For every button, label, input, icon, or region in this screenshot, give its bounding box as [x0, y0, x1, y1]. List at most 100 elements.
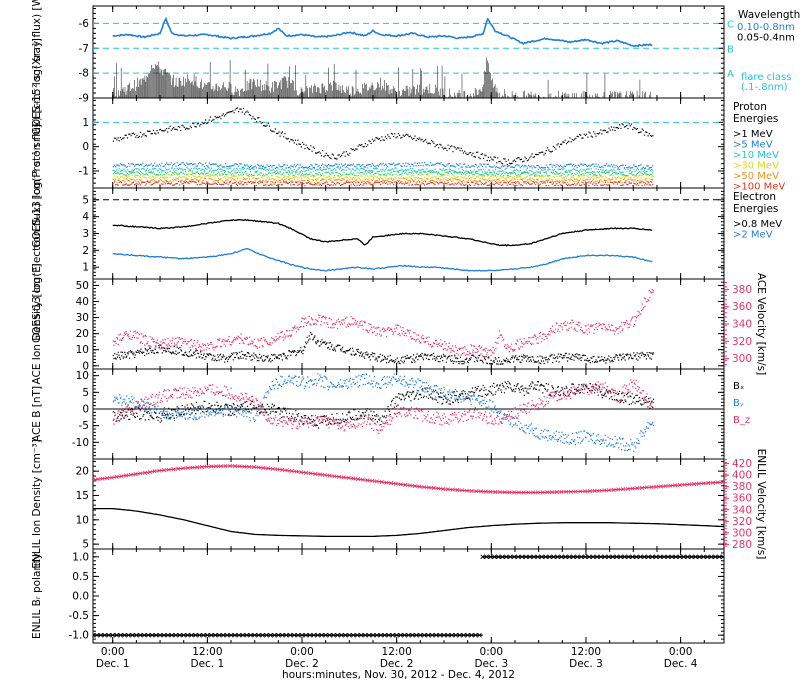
series-group	[112, 107, 654, 187]
y-tick-label: 4	[82, 211, 89, 223]
y-tick-label: 3	[82, 228, 89, 240]
legend-title: Energies	[733, 203, 778, 215]
series-black	[112, 218, 653, 247]
x-tick-time: 12:00	[192, 646, 222, 658]
y-axis-label: GOES-13 log(Proton flux) [cm⁻² s⁻¹ sr⁻¹]	[31, 38, 43, 248]
y-tick-label: 30	[76, 312, 89, 324]
y-tick-label: 10	[76, 344, 89, 356]
y-right-axis-label: ENLIL Velocity [km/s]	[755, 449, 767, 560]
panel-frame	[92, 548, 725, 644]
y-axis-label: ENLIL Bᵣ polarity	[31, 553, 43, 639]
x-tick-day: Dec. 3	[474, 658, 508, 670]
y-tick-label: -5	[79, 420, 89, 432]
y-tick-label: -10	[72, 437, 89, 449]
y-right-tick-label: 340	[732, 319, 752, 331]
flare-class-label: B	[727, 44, 734, 55]
y-right-tick-label: 300	[732, 353, 752, 365]
legend-entry: B_z	[733, 415, 750, 426]
y-right-tick-label: 360	[732, 301, 752, 313]
series-orange	[112, 177, 654, 184]
x-tick-day: Dec. 3	[569, 658, 603, 670]
legend-footer: flare class	[741, 72, 791, 83]
y-axis-label: GOES-13 log(Electron flux) [cm⁻² s⁻¹ sr⁻…	[31, 124, 43, 343]
y-right-tick-label: 380	[732, 284, 752, 296]
y-tick-label: -9	[79, 93, 89, 105]
series-group	[93, 554, 724, 638]
x-tick-time: 12:00	[382, 646, 412, 658]
y-tick-label: 5	[82, 194, 89, 206]
y-right-tick-label: 300	[732, 527, 752, 539]
y-right-tick-label: 340	[732, 504, 752, 516]
x-tick-day: Dec. 4	[664, 658, 698, 670]
x-tick-time: 12:00	[571, 646, 601, 658]
series-pink-markers	[93, 463, 724, 495]
panel-frame	[92, 458, 725, 550]
x-tick-day: Dec. 2	[380, 658, 414, 670]
x-tick-time: 0:00	[290, 646, 314, 658]
legend-entry: 0.05-0.4nm	[737, 33, 795, 44]
series-green	[112, 170, 654, 177]
y-tick-label: -1.0	[69, 630, 90, 642]
y-right-tick-label: 280	[732, 539, 752, 551]
series-group	[112, 373, 655, 453]
y-right-tick-label: 360	[732, 493, 752, 505]
y-right-tick-label: 380	[732, 481, 752, 493]
y-tick-label: 0	[82, 141, 89, 153]
legend-title: Energies	[733, 113, 778, 125]
y-tick-label: 40	[76, 296, 89, 308]
series-black	[112, 107, 654, 166]
flare-class-label: C	[727, 19, 734, 30]
x-tick-day: Dec. 2	[285, 658, 319, 670]
legend-title: Proton	[733, 101, 767, 113]
y-tick-label: 50	[76, 280, 89, 292]
y-axis-label: GOES-15 log(Xray flux) [W m⁻²]	[31, 0, 43, 135]
legend-entry: >5 MeV	[733, 140, 773, 151]
y-right-tick-label: 320	[732, 336, 752, 348]
legend-entry: >10 MeV	[733, 150, 779, 161]
series-yellow	[112, 173, 654, 181]
legend-entry: >1 MeV	[733, 129, 773, 140]
y-tick-label: 5	[82, 387, 89, 399]
series-black	[112, 332, 655, 365]
legend-entry: >50 MeV	[733, 171, 779, 182]
legend-entry: Bᵧ	[733, 398, 744, 409]
y-tick-label: -6	[79, 18, 90, 30]
legend-entry: Bₓ	[733, 381, 744, 392]
y-right-tick-label: 420	[732, 458, 752, 470]
y-tick-label: 5	[82, 539, 89, 551]
series-blue	[112, 247, 653, 272]
x-tick-day: Dec. 1	[191, 658, 225, 670]
y-axis-label: ACE Ion Density [cm⁻³]	[31, 263, 43, 384]
legend-entry: >2 MeV	[733, 230, 773, 241]
series-group	[112, 289, 655, 365]
y-tick-label: 0	[82, 404, 89, 416]
legend-footer: (.1-.8nm)	[741, 82, 788, 93]
legend-entry: >30 MeV	[733, 161, 779, 172]
y-right-tick-label: 400	[732, 470, 752, 482]
series-black-markers	[93, 632, 482, 638]
series-group	[93, 463, 724, 538]
series-blue	[112, 373, 655, 453]
x-tick-time: 0:00	[101, 646, 125, 658]
y-tick-label: -1	[79, 165, 89, 177]
series-pink	[93, 465, 724, 494]
flare-class-label: A	[727, 69, 734, 80]
series-blue	[112, 16, 653, 48]
y-tick-label: 1	[82, 262, 89, 274]
y-axis-label: ENLIL Ion Density [cm⁻³]	[31, 439, 43, 568]
panel-5: -10 -5 0 5 10 ACE B [nT] Bₓ Bᵧ B_z	[31, 368, 750, 460]
legend-entry: >0.8 MeV	[733, 219, 782, 230]
panel-7: -1.0 -0.5 0.0 0.5 1.0 ENLIL Bᵣ polarity	[31, 548, 725, 644]
series-black	[112, 380, 655, 429]
y-tick-label: 0.0	[72, 591, 89, 603]
y-right-tick-label: 320	[732, 516, 752, 528]
y-tick-label: 10	[76, 514, 89, 526]
legend-entry: 0.10-0.8nm	[737, 22, 795, 33]
series-black	[93, 507, 724, 538]
legend-entry: >100 MeV	[733, 182, 785, 193]
series-cyan	[112, 166, 654, 174]
panel-1: -9 -8 -7 -6 GOES-15 log(Xray flux) [W m⁻²] C B…	[31, 0, 800, 135]
series-group	[112, 16, 653, 98]
